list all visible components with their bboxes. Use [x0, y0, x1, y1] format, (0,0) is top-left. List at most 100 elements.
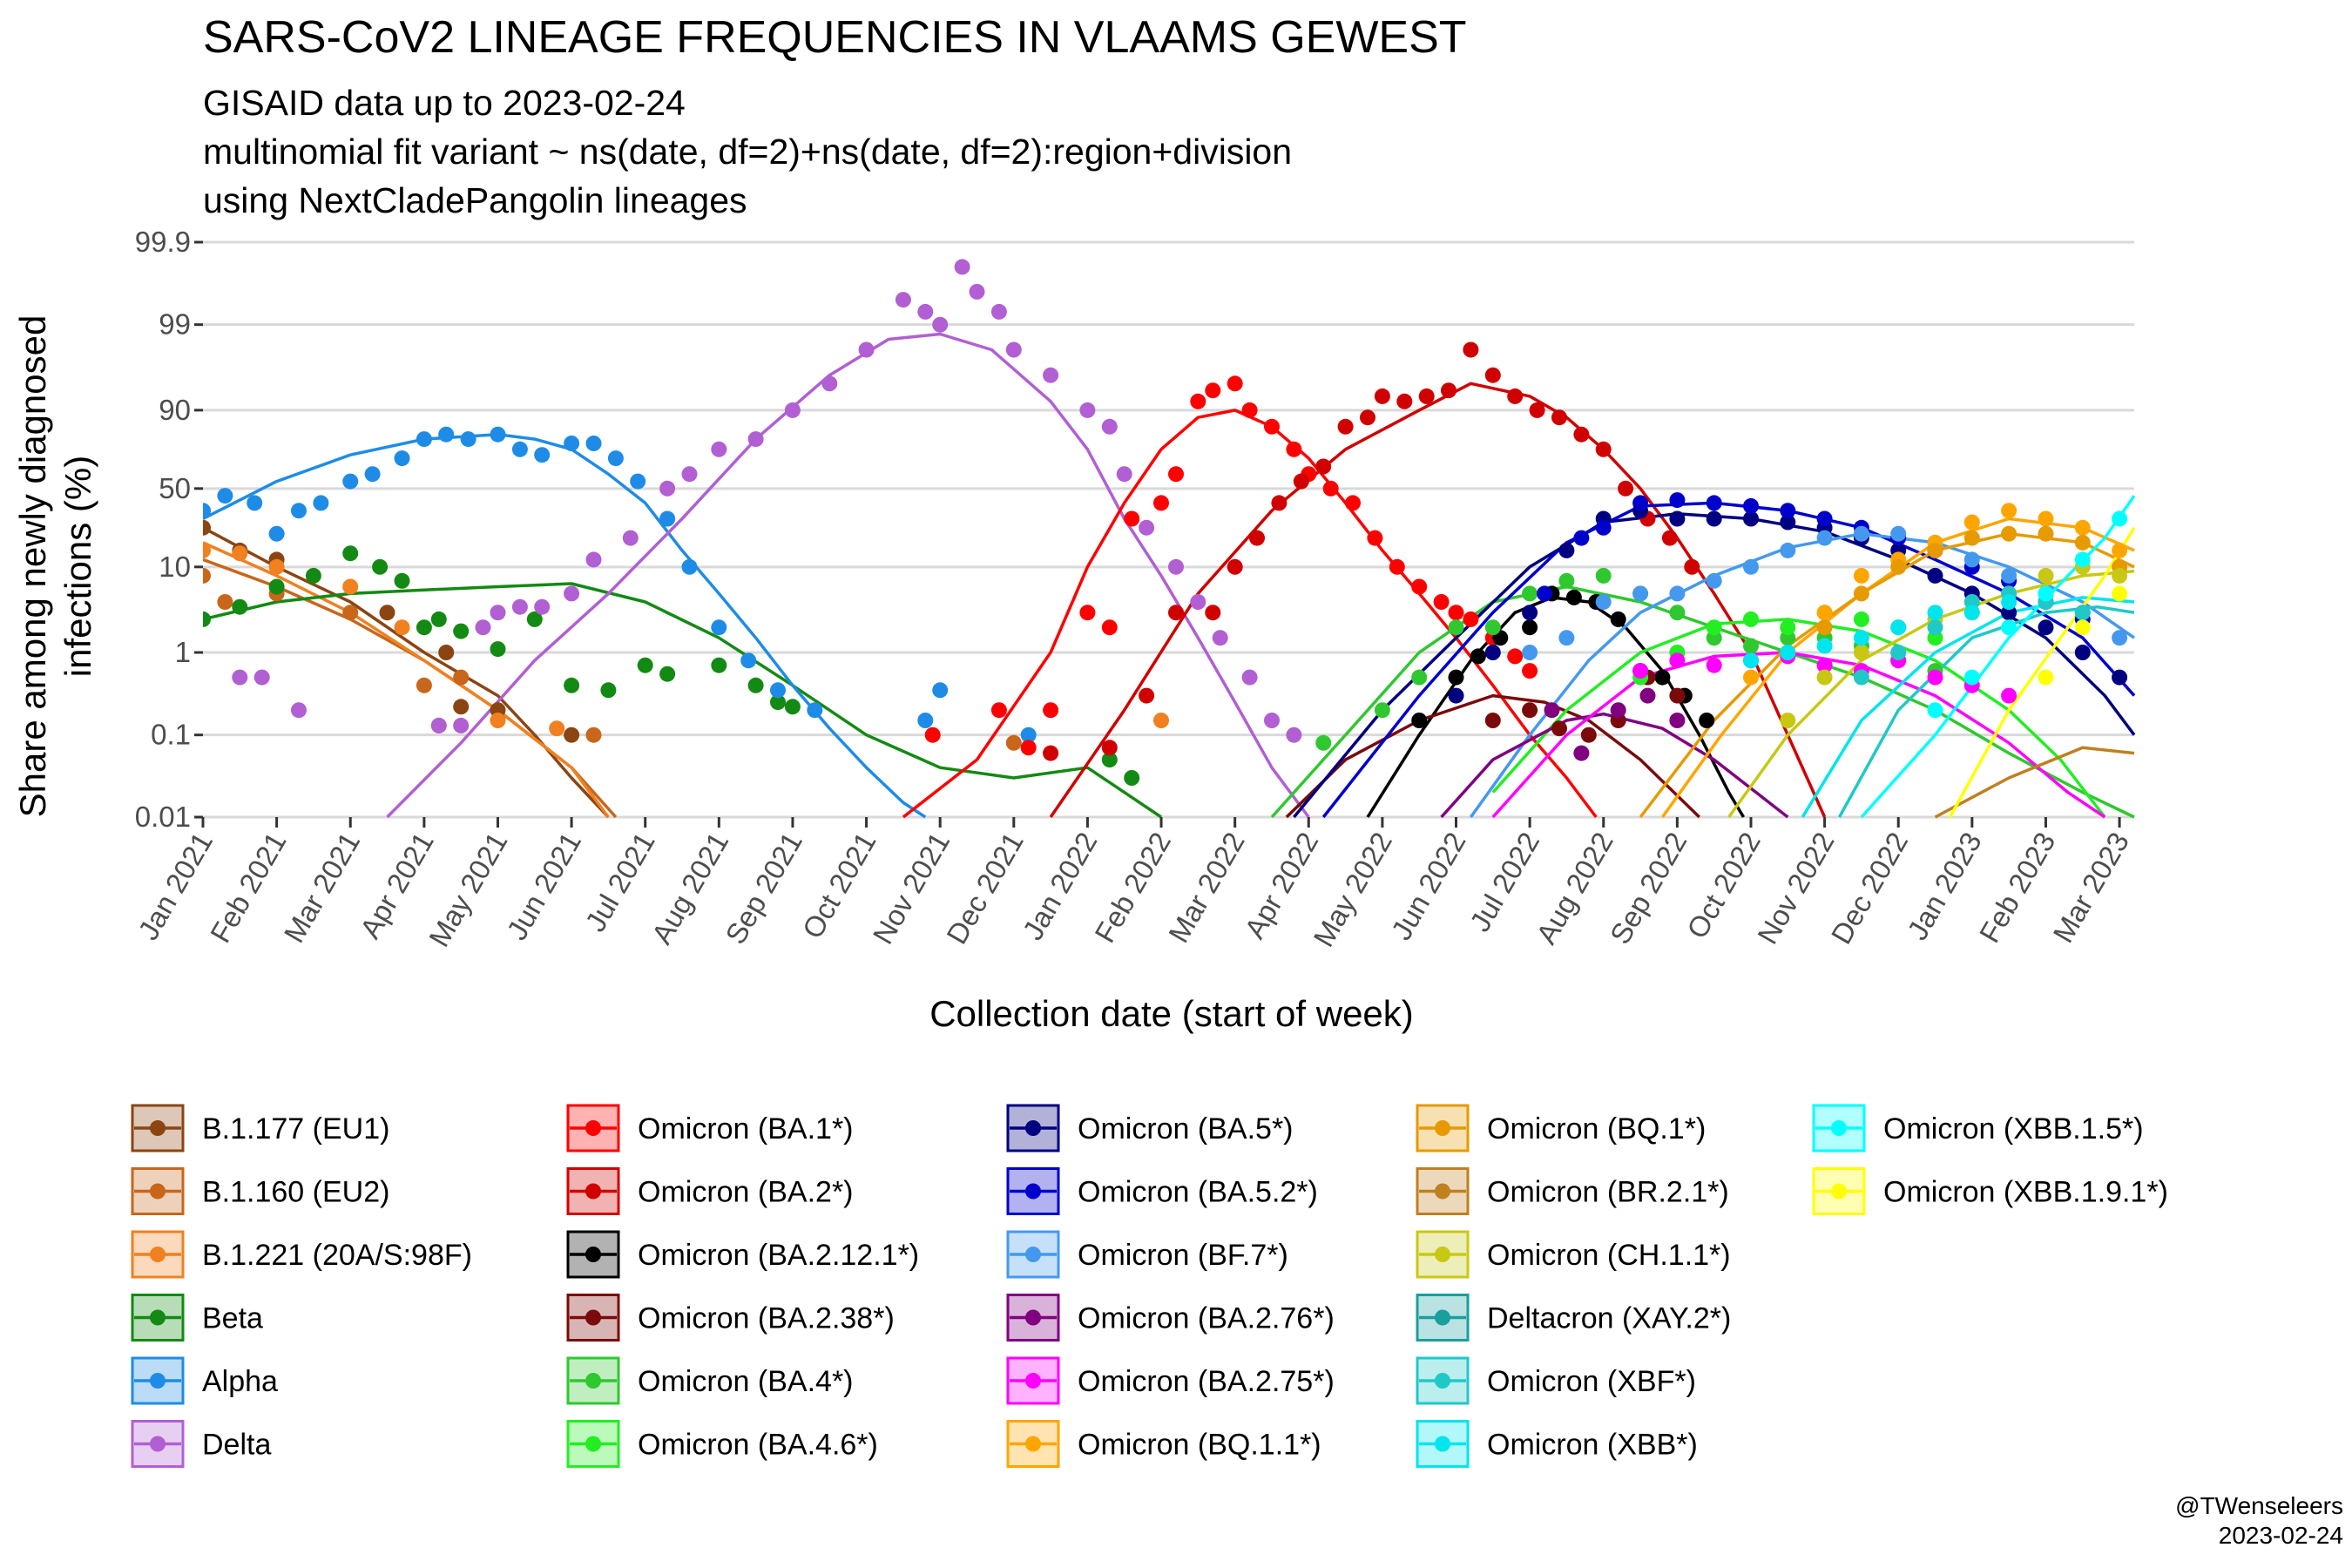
data-point	[1227, 558, 1243, 575]
legend-key-point	[1435, 1247, 1450, 1262]
data-point	[1463, 611, 1479, 627]
data-point	[1020, 727, 1037, 743]
data-point	[394, 572, 410, 589]
data-point	[1743, 652, 1759, 669]
x-tick-label: Jun 2021	[500, 827, 587, 945]
data-point	[490, 605, 506, 621]
data-point	[1418, 388, 1435, 404]
data-point	[203, 503, 211, 519]
legend-label: Omicron (BF.7*)	[1078, 1239, 1288, 1272]
data-point	[585, 727, 602, 743]
data-point	[784, 699, 801, 715]
legend-label: B.1.221 (20A/S:98F)	[202, 1239, 472, 1272]
data-point	[659, 666, 676, 682]
data-point	[1632, 495, 1649, 511]
legend-key-point	[1831, 1120, 1847, 1136]
data-point	[1595, 441, 1612, 457]
legend-item: Omicron (BQ.1*)	[1416, 1104, 1706, 1152]
legend-key-point	[150, 1309, 166, 1326]
data-point	[770, 682, 786, 699]
data-point	[1101, 752, 1118, 768]
legend-item: Omicron (BR.2.1*)	[1416, 1167, 1729, 1215]
data-point	[1286, 441, 1302, 457]
data-point	[534, 598, 551, 615]
legend-key-point	[585, 1373, 601, 1389]
data-point	[2001, 619, 2017, 636]
data-point	[1043, 367, 1059, 383]
data-point	[1927, 605, 1943, 621]
data-point	[1890, 558, 1907, 575]
data-point	[585, 436, 602, 451]
y-tick-label: 1	[175, 636, 191, 668]
data-point	[1264, 418, 1280, 435]
data-point	[2038, 567, 2054, 584]
fit-line	[203, 432, 927, 819]
data-point	[453, 669, 470, 686]
y-tick-label: 99.9	[135, 226, 191, 258]
legend-key-point	[1025, 1120, 1041, 1136]
data-point	[1522, 663, 1538, 679]
data-point	[232, 669, 248, 686]
legend-label: Omicron (CH.1.1*)	[1487, 1239, 1731, 1272]
data-point	[821, 375, 838, 392]
chart-subtitle-line-3: using NextCladePangolin lineages	[203, 180, 747, 220]
legend-label: Omicron (BA.1*)	[638, 1112, 854, 1146]
data-point	[1507, 388, 1524, 404]
data-point	[2001, 503, 2017, 519]
fit-line	[203, 541, 610, 819]
data-point	[430, 717, 447, 733]
legend-item: Omicron (XBB.1.5*)	[1812, 1104, 2144, 1152]
data-point	[2074, 534, 2091, 551]
data-point	[1522, 585, 1538, 602]
data-point	[858, 341, 875, 358]
data-point	[1558, 542, 1575, 558]
y-axis-title-line-2: infections (%)	[57, 456, 98, 677]
data-point	[637, 657, 653, 673]
fit-line	[386, 332, 1310, 819]
data-point	[917, 713, 934, 728]
legend-item: Omicron (BA.5*)	[1006, 1104, 1294, 1152]
data-point	[1927, 669, 1943, 686]
data-point	[291, 503, 307, 519]
data-point	[379, 605, 395, 621]
data-point	[253, 669, 270, 686]
data-point	[2001, 594, 2017, 610]
caption-date: 2023-02-24	[2219, 1522, 2343, 1549]
legend-key-point	[1025, 1373, 1041, 1389]
data-point	[1411, 669, 1428, 686]
legend-item: Omicron (XBF*)	[1416, 1356, 1696, 1405]
data-point	[1927, 702, 1943, 719]
data-point	[1168, 605, 1184, 621]
legend-label: Delta	[202, 1429, 271, 1462]
legend-key-point	[1435, 1183, 1450, 1200]
data-point	[305, 567, 321, 584]
data-point	[1241, 669, 1258, 686]
legend-label: B.1.160 (EU2)	[202, 1176, 389, 1209]
data-point	[1816, 669, 1833, 686]
data-point	[291, 702, 307, 719]
data-point	[1743, 510, 1759, 527]
data-point	[526, 611, 543, 627]
data-point	[1264, 713, 1280, 728]
legend: B.1.177 (EU1) B.1.160 (EU2) B.1.221 (20A/S…	[131, 1104, 2168, 1468]
legend-item: Omicron (BA.4.6*)	[566, 1420, 878, 1468]
legend-label: Omicron (BA.4*)	[638, 1365, 854, 1398]
data-point	[1853, 585, 1869, 602]
data-point	[1337, 418, 1354, 435]
data-point	[1153, 495, 1169, 511]
data-point	[1396, 393, 1413, 409]
data-point	[394, 450, 410, 467]
data-point	[1927, 619, 1943, 636]
data-point	[342, 545, 359, 562]
data-point	[1743, 497, 1759, 514]
data-point	[784, 402, 801, 418]
data-point	[1205, 382, 1221, 399]
data-point	[232, 545, 248, 562]
data-point	[1580, 727, 1597, 743]
data-point	[1669, 585, 1686, 602]
data-point	[1551, 409, 1567, 426]
legend-item: Omicron (XBB*)	[1416, 1420, 1698, 1468]
data-point	[430, 611, 447, 627]
data-point	[1610, 702, 1626, 719]
